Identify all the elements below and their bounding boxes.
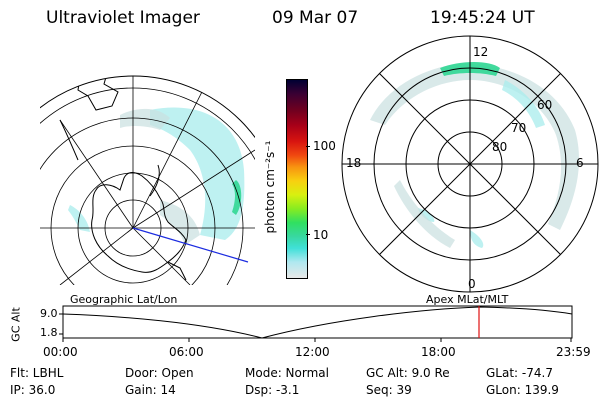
mlat-label-70: 70: [511, 121, 527, 135]
colorbar: [286, 79, 308, 279]
glon-info: GLon: 139.9: [486, 383, 559, 397]
timeline-xtick-1200: 12:00: [295, 345, 330, 359]
colorbar-tick-10: 10: [313, 228, 329, 242]
mlat-label-60: 60: [537, 98, 553, 112]
dsp-info: Dsp: -3.1: [245, 383, 300, 397]
instrument-title: Ultraviolet Imager: [46, 8, 200, 28]
time-label: 19:45:24 UT: [430, 8, 535, 28]
mode-info: Mode: Normal: [245, 366, 329, 380]
mlt-label-0: 0: [468, 277, 476, 291]
mlat-label-80: 80: [492, 140, 508, 154]
date-label: 09 Mar 07: [272, 8, 359, 28]
timeline-xtick-2359: 23:59: [556, 345, 591, 359]
gain-info: Gain: 14: [125, 383, 176, 397]
colorbar-tick: [306, 234, 310, 235]
glat-info: GLat: -74.7: [486, 366, 553, 380]
colorbar-tick-100: 100: [313, 139, 336, 153]
gc-alt-info: GC Alt: 9.0 Re: [366, 366, 450, 380]
timeline-xtick-1800: 18:00: [421, 345, 456, 359]
satellite-track: [132, 227, 249, 263]
filter-info: Flt: LBHL: [10, 366, 64, 380]
timeline-xtick-0000: 00:00: [43, 345, 78, 359]
left-panel-title: Geographic Lat/Lon: [70, 293, 178, 306]
right-panel-title: Apex MLat/MLT: [426, 293, 509, 306]
timeline-ytick-bottom: 1.8: [40, 326, 58, 339]
mlt-label-12: 12: [473, 45, 489, 59]
altitude-curve: [62, 306, 573, 339]
seq-info: Seq: 39: [366, 383, 412, 397]
aurora-emission: [150, 107, 245, 240]
timeline-xtick-0600: 06:00: [169, 345, 204, 359]
timeline-ytick-top: 9.0: [40, 307, 58, 320]
ip-info: IP: 36.0: [10, 383, 56, 397]
mlt-label-6: 6: [576, 156, 584, 170]
mlt-label-18: 18: [346, 156, 362, 170]
colorbar-tick: [306, 146, 310, 147]
door-info: Door: Open: [125, 366, 194, 380]
